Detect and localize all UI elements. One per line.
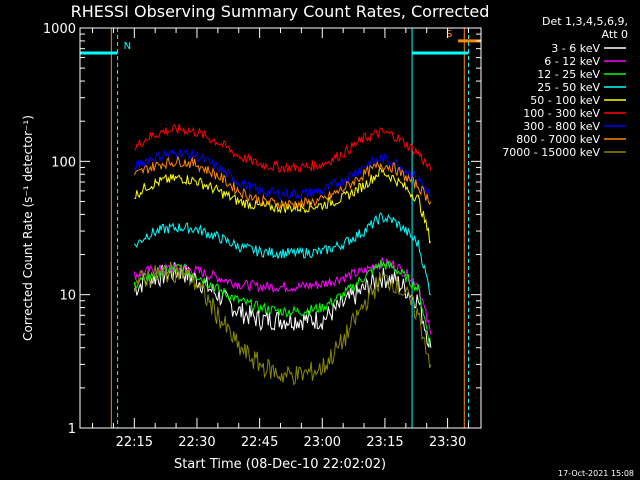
series-line-2 [133, 260, 432, 349]
series-line-7 [133, 155, 432, 211]
x-tick-label-1: 22:30 [178, 435, 215, 450]
legend-header-line-1: Det 1,3,4,5,6,9, [542, 15, 628, 28]
x-axis-label: Start Time (08-Dec-10 22:02:02) [174, 457, 386, 472]
x-tick-label-2: 22:45 [241, 435, 278, 450]
legend-label-0: 3 - 6 keV [551, 42, 600, 55]
marker-label-0: N [124, 41, 131, 52]
y-tick-label-3: 1000 [43, 22, 76, 37]
series-line-6 [133, 147, 432, 201]
legend-label-1: 6 - 12 keV [544, 55, 600, 68]
legend-label-5: 100 - 300 keV [523, 107, 600, 120]
y-tick-label-0: 1 [68, 422, 76, 437]
legend-label-8: 7000 - 15000 keV [502, 146, 600, 159]
x-tick-label-4: 23:15 [366, 435, 403, 450]
series-line-4 [134, 166, 432, 244]
y-tick-label-1: 10 [59, 289, 76, 304]
series-line-8 [133, 261, 432, 386]
legend-header: Det 1,3,4,5,6,9, Att 0 [542, 15, 628, 41]
series-line-3 [133, 212, 432, 296]
legend-label-2: 12 - 25 keV [537, 68, 600, 81]
x-tick-label-0: 22:15 [116, 435, 153, 450]
plot-area: N S 1 10 100 1000 22:15 22:30 22:45 23:00 23:15 23:… [43, 22, 482, 450]
plot-frame [79, 27, 482, 429]
legend-label-3: 25 - 50 keV [537, 81, 600, 94]
legend-label-6: 300 - 800 keV [523, 120, 600, 133]
legend-label-4: 50 - 100 keV [530, 94, 600, 107]
marker-label-1: S [446, 29, 452, 40]
legend-label-7: 800 - 7000 keV [516, 133, 600, 146]
y-axis-label: Corrected Count Rate (s⁻¹ detector⁻¹) [21, 115, 35, 341]
x-tick-label-3: 23:00 [304, 435, 341, 450]
y-tick-label-2: 100 [51, 155, 76, 170]
chart-title: RHESSI Observing Summary Count Rates, Co… [71, 2, 490, 21]
timestamp: 17-Oct-2021 15:08 [558, 469, 634, 478]
x-tick-label-5: 23:30 [429, 435, 466, 450]
series-line-5 [134, 123, 432, 174]
legend-header-line-2: Att 0 [602, 28, 628, 41]
